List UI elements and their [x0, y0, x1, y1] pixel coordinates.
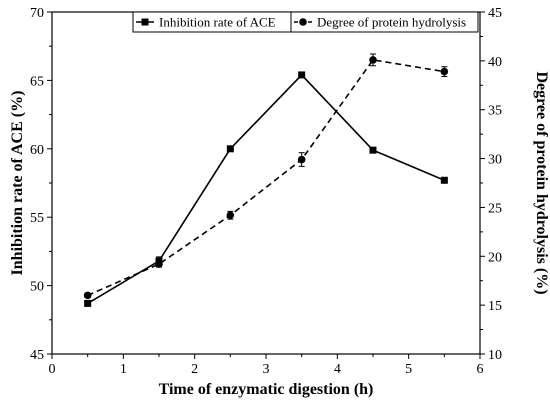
y-right-tick-label: 40	[488, 55, 502, 70]
series-line	[87, 59, 445, 297]
x-tick-label: 6	[477, 362, 484, 377]
legend-item-1: Inhibition rate of ACE	[132, 11, 292, 33]
data-point	[440, 176, 448, 184]
y-left-tick-label: 55	[30, 211, 44, 226]
y-right-tick-label: 35	[488, 104, 502, 119]
legend-marker	[299, 18, 307, 26]
x-tick-label: 1	[120, 362, 127, 377]
y-right-tick-label: 25	[488, 201, 502, 216]
y-left-tick-label: 65	[30, 74, 44, 89]
data-point	[297, 155, 306, 164]
legend-label: Inhibition rate of ACE	[159, 15, 276, 30]
series-line	[87, 73, 445, 305]
data-point	[83, 291, 92, 300]
y-right-tick-label: 15	[488, 299, 502, 314]
y-left-tick-label: 50	[30, 280, 44, 295]
x-tick-label: 5	[405, 362, 412, 377]
y-axis-left-title: Inhibition rate of ACE (%)	[9, 91, 26, 276]
data-point	[226, 145, 234, 153]
x-tick-label: 4	[334, 362, 341, 377]
data-point	[440, 67, 449, 76]
data-point	[369, 56, 377, 64]
y-left-tick-label: 70	[30, 6, 44, 21]
legend-label: Degree of protein hydrolysis	[317, 15, 466, 30]
x-tick-label: 3	[263, 362, 270, 377]
y-right-tick-label: 30	[488, 153, 502, 168]
x-axis-title: Time of enzymatic digestion (h)	[159, 381, 374, 398]
y-left-tick-label: 45	[30, 348, 44, 363]
legend-marker	[141, 18, 149, 26]
y-right-tick-label: 45	[488, 6, 502, 21]
legend-box	[290, 11, 479, 33]
data-point	[226, 211, 235, 220]
legend: Inhibition rate of ACE Degree of protein …	[132, 11, 479, 33]
series-layer	[83, 53, 449, 307]
y-axis-right-title: Degree of protein hydrolysis (%)	[533, 71, 550, 294]
plot-frame	[51, 11, 481, 355]
series-1	[84, 71, 448, 307]
data-point	[298, 71, 306, 79]
legend-item-2: Degree of protein hydrolysis	[290, 11, 479, 33]
x-tick-label: 2	[191, 362, 198, 377]
data-point	[84, 299, 92, 307]
y-left-tick-label: 60	[30, 143, 44, 158]
y-right-tick-label: 10	[488, 348, 502, 363]
series-2	[83, 53, 449, 300]
y-right-tick-label: 20	[488, 250, 502, 265]
data-point	[369, 146, 377, 154]
x-tick-label: 0	[49, 362, 56, 377]
data-point	[155, 260, 163, 268]
